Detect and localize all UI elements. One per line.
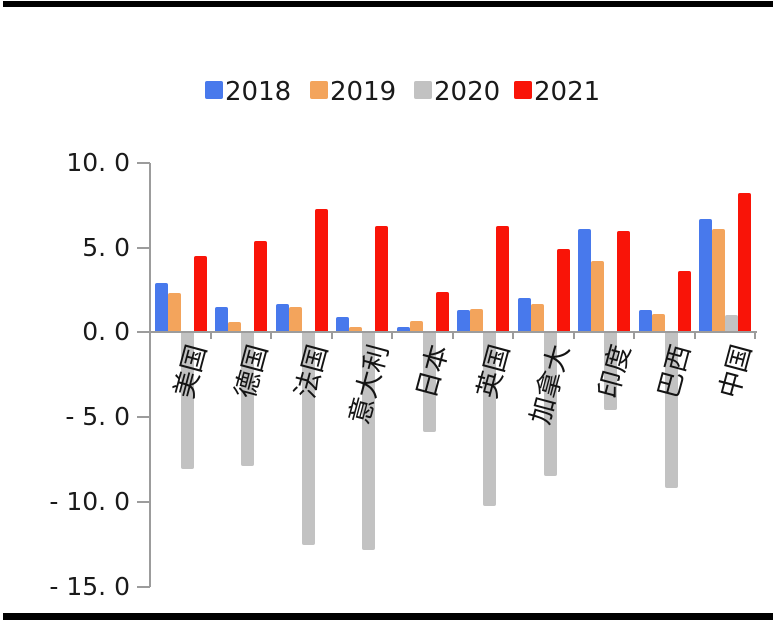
bar-2021-category-7 <box>617 230 630 333</box>
bar-2018-category-7 <box>578 228 591 333</box>
y-axis-tick-label: 5. 0 <box>82 232 130 262</box>
bar-2018-category-5 <box>457 310 470 333</box>
bar-2020-category-7 <box>604 333 617 410</box>
bar-2019-category-7 <box>591 261 604 333</box>
bar-2020-category-8 <box>664 333 678 488</box>
category-label-text: 美国 <box>169 341 214 402</box>
category-label-text: 印度 <box>592 341 637 402</box>
legend-label: 2021 <box>534 77 601 107</box>
bar-2019-category-5 <box>470 308 483 333</box>
bar-2019-category-6 <box>530 303 544 333</box>
bar-2021-category-9 <box>738 193 751 333</box>
legend-label: 2020 <box>434 77 501 107</box>
legend-swatch-2020 <box>414 81 432 99</box>
bar-2019-category-8 <box>651 313 665 333</box>
category-label-text: 日本 <box>411 341 456 402</box>
y-axis-tick-label: - 5. 0 <box>65 402 130 432</box>
x-axis-tick <box>391 332 393 340</box>
bar-2020-category-3 <box>362 333 375 551</box>
bar-2021-category-6 <box>556 249 570 333</box>
y-axis-tick-label: 0. 0 <box>82 317 130 347</box>
bar-2021-category-1 <box>254 240 267 333</box>
category-label-text: 德国 <box>229 341 274 402</box>
bar-2021-category-8 <box>677 271 691 333</box>
x-axis-tick <box>270 332 272 340</box>
category-label-text: 加拿大 <box>525 341 577 428</box>
bar-2018-category-1 <box>215 306 228 333</box>
category-label-text: 意大利 <box>343 341 395 428</box>
bar-2019-category-1 <box>228 322 241 333</box>
bar-2021-category-4 <box>435 291 449 333</box>
bar-2020-category-9 <box>725 315 738 333</box>
x-axis-tick <box>149 332 151 340</box>
bar-2021-category-5 <box>496 225 509 333</box>
bar-2020-category-6 <box>543 333 557 476</box>
legend-item-2020: 2020 <box>414 77 500 107</box>
legend-swatch-2021 <box>514 81 532 99</box>
category-label-text: 英国 <box>471 341 516 402</box>
bar-2021-category-3 <box>375 225 388 333</box>
legend-item-2019: 2019 <box>310 77 396 107</box>
bar-2018-category-3 <box>336 317 349 333</box>
x-axis-tick <box>572 332 575 340</box>
x-axis-tick <box>451 332 454 340</box>
y-axis-tick <box>137 501 150 503</box>
bar-2020-category-5 <box>483 333 496 507</box>
bar-2019-category-2 <box>288 306 302 333</box>
x-axis-tick <box>754 332 756 340</box>
y-axis-tick <box>137 246 150 249</box>
category-label-text: 法国 <box>290 341 335 402</box>
bar-2021-category-2 <box>314 208 328 333</box>
y-axis-tick <box>137 331 150 334</box>
legend-label: 2018 <box>225 77 292 107</box>
x-axis-tick <box>330 332 333 340</box>
y-axis-line <box>149 162 151 587</box>
bar-2019-category-3 <box>349 327 362 333</box>
bar-2019-category-4 <box>409 320 423 333</box>
x-axis-tick <box>693 332 696 340</box>
bar-2020-category-4 <box>422 333 436 432</box>
bar-2020-category-2 <box>301 333 315 546</box>
legend-swatch-2018 <box>205 81 223 99</box>
bottom-rule <box>3 613 773 620</box>
y-axis-tick <box>137 161 150 164</box>
bar-2018-category-6 <box>517 298 531 333</box>
bar-2019-category-0 <box>167 293 181 333</box>
legend-item-2021: 2021 <box>514 77 600 107</box>
bar-2018-category-8 <box>638 310 652 333</box>
bar-2020-category-0 <box>180 333 194 470</box>
bar-2021-category-0 <box>193 256 207 333</box>
y-axis-tick <box>137 416 150 419</box>
bar-2018-category-4 <box>396 327 410 333</box>
legend-label: 2019 <box>330 77 397 107</box>
y-axis-tick-label: - 10. 0 <box>49 487 130 516</box>
bar-2018-category-0 <box>154 283 168 333</box>
category-label-text: 中国 <box>713 341 758 402</box>
x-axis-tick <box>633 332 635 340</box>
bar-2018-category-9 <box>699 218 712 333</box>
top-rule <box>3 1 773 7</box>
y-axis-tick-label: 10. 0 <box>66 147 130 177</box>
legend-item-2018: 2018 <box>205 77 291 107</box>
bar-2018-category-2 <box>275 303 289 333</box>
bar-2019-category-9 <box>712 228 725 333</box>
y-axis-tick-label: - 15. 0 <box>49 571 130 601</box>
x-axis-tick <box>209 332 212 340</box>
y-axis-tick <box>137 585 150 588</box>
category-label-text: 巴西 <box>653 341 698 402</box>
bar-2020-category-1 <box>241 333 254 466</box>
legend-swatch-2019 <box>310 81 328 99</box>
x-axis-tick <box>512 332 514 340</box>
